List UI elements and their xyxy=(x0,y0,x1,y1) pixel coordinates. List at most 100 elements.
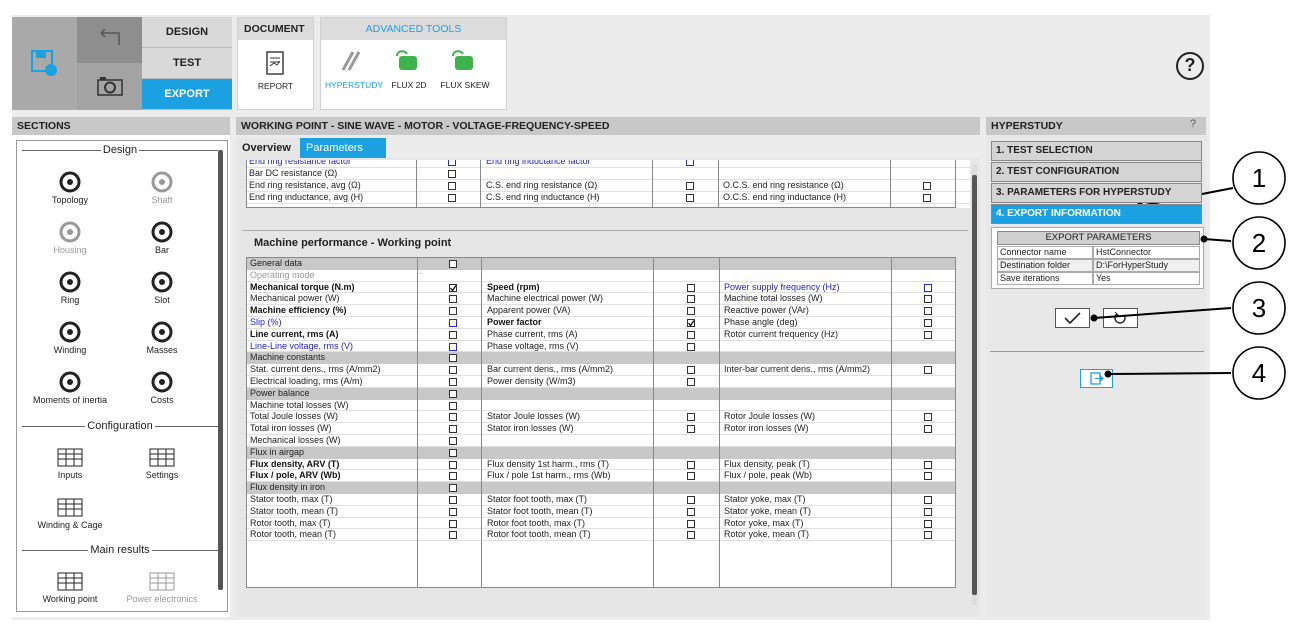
section-item[interactable]: Ring xyxy=(60,295,80,305)
checkbox[interactable] xyxy=(449,460,457,469)
checkbox[interactable] xyxy=(449,437,457,445)
checkbox[interactable] xyxy=(686,160,694,166)
section-item[interactable]: Winding & Cage xyxy=(37,520,103,530)
section-icon[interactable] xyxy=(148,170,176,194)
checkbox[interactable] xyxy=(924,283,932,292)
checkbox[interactable] xyxy=(924,460,932,469)
checkbox[interactable] xyxy=(924,472,932,481)
checkbox[interactable] xyxy=(923,182,931,190)
checkbox[interactable] xyxy=(449,330,457,339)
report-button[interactable]: REPORT xyxy=(257,81,294,91)
section-icon[interactable] xyxy=(148,569,176,593)
checkbox[interactable] xyxy=(924,425,932,434)
checkbox[interactable] xyxy=(448,194,456,202)
checkbox[interactable] xyxy=(449,295,457,304)
checkbox[interactable] xyxy=(687,366,695,375)
tool-button[interactable]: FLUX SKEW xyxy=(440,80,490,90)
section-icon[interactable] xyxy=(56,320,84,344)
checkbox[interactable] xyxy=(448,170,456,178)
tool-button[interactable]: HYPERSTUDY xyxy=(325,80,384,90)
checkbox[interactable] xyxy=(449,425,457,434)
save-button[interactable] xyxy=(12,17,77,110)
section-icon[interactable] xyxy=(56,170,84,194)
tool-button[interactable]: FLUX 2D xyxy=(391,80,427,90)
section-item[interactable]: Costs xyxy=(150,395,174,405)
checkbox[interactable] xyxy=(686,194,694,202)
checkbox[interactable] xyxy=(924,366,932,375)
scrollbar[interactable] xyxy=(218,150,223,590)
tab-button[interactable]: TEST xyxy=(142,48,232,79)
view-tab[interactable]: Parameters xyxy=(300,138,386,158)
checkbox[interactable] xyxy=(687,460,695,469)
checkbox[interactable] xyxy=(687,378,695,386)
checkbox[interactable] xyxy=(449,448,457,457)
scrollbar[interactable] xyxy=(972,175,977,595)
checkbox[interactable] xyxy=(449,389,457,398)
checkbox[interactable] xyxy=(449,354,457,363)
checkbox[interactable] xyxy=(448,160,456,166)
section-item[interactable]: Settings xyxy=(145,470,179,480)
checkbox[interactable] xyxy=(449,319,457,327)
checkbox[interactable] xyxy=(687,425,695,434)
section-icon[interactable] xyxy=(148,270,176,294)
checkbox[interactable] xyxy=(449,413,457,422)
section-item[interactable]: Slot xyxy=(154,295,170,305)
checkbox[interactable] xyxy=(687,472,695,481)
section-item[interactable]: Inputs xyxy=(57,470,83,480)
checkbox[interactable] xyxy=(687,319,695,327)
step-button[interactable]: 2. TEST CONFIGURATION xyxy=(991,162,1202,182)
section-item[interactable]: Power electronics xyxy=(126,594,198,604)
section-item[interactable]: Topology xyxy=(51,195,89,205)
checkbox[interactable] xyxy=(449,496,457,504)
validate-button[interactable] xyxy=(1055,308,1090,328)
checkbox[interactable] xyxy=(924,531,932,540)
checkbox[interactable] xyxy=(687,519,695,528)
checkbox[interactable] xyxy=(687,531,695,540)
tab-button[interactable]: DESIGN xyxy=(142,17,232,48)
section-icon[interactable] xyxy=(56,445,84,469)
checkbox[interactable] xyxy=(449,366,457,375)
checkbox[interactable] xyxy=(449,531,457,540)
section-icon[interactable] xyxy=(148,320,176,344)
checkbox[interactable] xyxy=(687,496,695,504)
undo-button[interactable] xyxy=(77,17,142,63)
step-button[interactable]: 1. TEST SELECTION xyxy=(991,141,1202,161)
checkbox[interactable] xyxy=(449,378,457,386)
checkbox[interactable] xyxy=(449,472,457,481)
checkbox[interactable] xyxy=(449,507,457,516)
checkbox[interactable] xyxy=(448,182,456,190)
section-icon[interactable] xyxy=(56,220,84,244)
checkbox[interactable] xyxy=(924,519,932,528)
checkbox[interactable] xyxy=(449,260,457,268)
checkbox[interactable] xyxy=(924,330,932,339)
checkbox[interactable] xyxy=(923,194,931,202)
section-item[interactable]: Bar xyxy=(154,245,169,255)
checkbox[interactable] xyxy=(924,413,932,422)
section-item[interactable]: Masses xyxy=(146,345,178,355)
checkbox[interactable] xyxy=(449,283,457,292)
checkbox[interactable] xyxy=(449,342,457,351)
checkbox[interactable] xyxy=(924,307,932,316)
section-item[interactable]: Working point xyxy=(42,594,98,604)
help-button[interactable]: ? xyxy=(1176,52,1204,80)
step-button[interactable]: 3. PARAMETERS FOR HYPERSTUDY xyxy=(991,183,1202,203)
checkbox[interactable] xyxy=(449,519,457,528)
checkbox[interactable] xyxy=(449,484,457,493)
snapshot-button[interactable] xyxy=(77,63,142,110)
checkbox[interactable] xyxy=(687,342,695,351)
checkbox[interactable] xyxy=(687,283,695,292)
checkbox[interactable] xyxy=(687,307,695,316)
tab-button[interactable]: EXPORT xyxy=(142,79,232,110)
checkbox[interactable] xyxy=(924,295,932,304)
checkbox[interactable] xyxy=(687,413,695,422)
section-icon[interactable] xyxy=(148,220,176,244)
checkbox[interactable] xyxy=(686,182,694,190)
checkbox[interactable] xyxy=(687,507,695,516)
checkbox[interactable] xyxy=(687,330,695,339)
checkbox[interactable] xyxy=(924,507,932,516)
hyperstudy-help[interactable]: ? xyxy=(1190,118,1197,130)
section-icon[interactable] xyxy=(56,370,84,394)
checkbox[interactable] xyxy=(449,307,457,316)
checkbox[interactable] xyxy=(924,496,932,504)
checkbox[interactable] xyxy=(449,401,457,410)
